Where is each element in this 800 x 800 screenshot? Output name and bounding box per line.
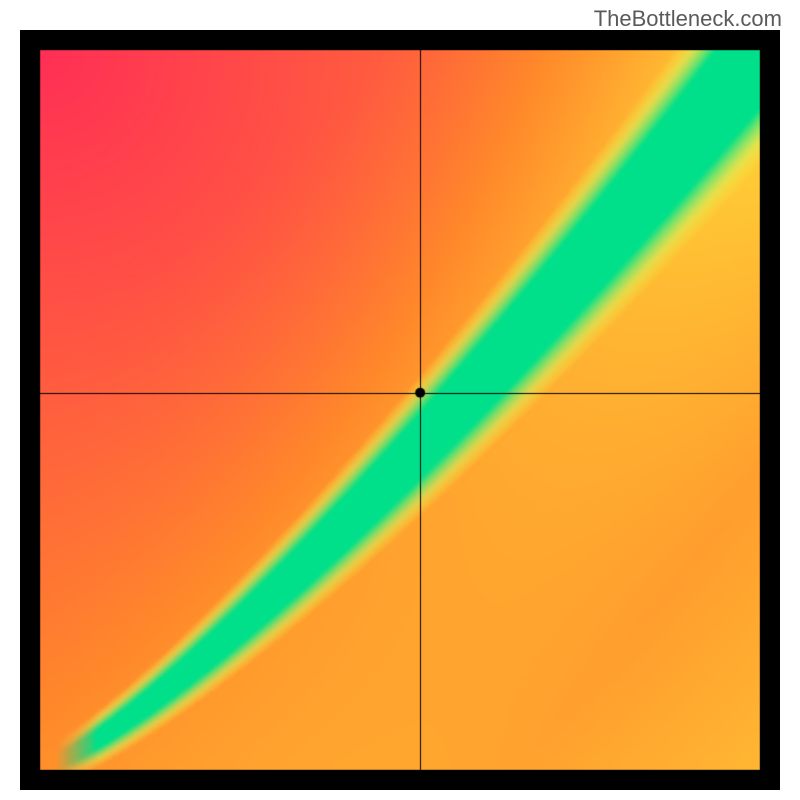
plot-frame	[20, 30, 780, 790]
chart-container: TheBottleneck.com	[0, 0, 800, 800]
crosshair-overlay	[20, 30, 780, 790]
watermark-text: TheBottleneck.com	[594, 6, 782, 32]
